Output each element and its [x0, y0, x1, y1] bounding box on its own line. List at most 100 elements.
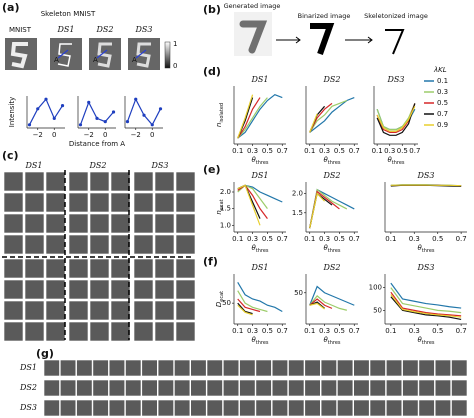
x-tick-label: 0.7: [277, 327, 288, 335]
x-tick-label: 0.5: [432, 235, 443, 243]
sample-image: [385, 359, 403, 377]
sample-image: [337, 399, 354, 417]
x-tick-label: 0.3: [319, 235, 330, 243]
colorbar: [164, 41, 171, 69]
sample-image: [206, 379, 223, 397]
sample-image: [3, 213, 24, 234]
chart-title: DS2: [323, 171, 341, 180]
y-tick-label: 100: [369, 284, 382, 292]
y-tick-label: 50: [222, 299, 231, 307]
legend-label: 0.3: [437, 88, 448, 96]
sample-image: [133, 279, 154, 300]
sample-image: [175, 258, 196, 279]
axis-label: Decat: [215, 291, 225, 307]
sample-image: [369, 399, 386, 417]
series-line: [309, 99, 348, 133]
panel-label: (f): [203, 255, 218, 268]
legend-label: 0.9: [437, 121, 448, 129]
sample-image: [141, 379, 158, 397]
x-tick-label: 0.5: [334, 327, 345, 335]
panel-label: (g): [36, 347, 54, 360]
sample-image: [3, 192, 24, 213]
sample-image: [255, 399, 272, 417]
sample-image: [89, 258, 110, 279]
x-tick-label: 0.5: [262, 327, 273, 335]
sample-image: [43, 399, 60, 417]
series-line: [309, 302, 325, 310]
sample-image: [154, 234, 175, 255]
sample-image: [110, 258, 131, 279]
sample-image: [43, 379, 60, 397]
panel-label: (a): [2, 1, 19, 14]
sample-image: [175, 192, 196, 213]
sample-image: [288, 379, 305, 397]
chart-title: DS3: [417, 171, 435, 180]
sample-image: [385, 399, 403, 417]
sample-image: [89, 171, 110, 192]
digit-stroke: [385, 29, 405, 55]
sample-image: [45, 279, 66, 300]
sample-image: [92, 359, 109, 377]
sample-image: [369, 379, 386, 397]
sample-image: [133, 213, 154, 234]
image-title: DS1: [57, 25, 75, 34]
chart-title: DS1: [251, 75, 269, 84]
profile-line: [96, 49, 108, 59]
x-tick-label: 0.5: [397, 147, 408, 155]
sample-image: [68, 213, 89, 234]
sample-image: [154, 171, 175, 192]
sample-image: [223, 359, 240, 377]
colorbar-tick-label: 1: [173, 40, 177, 48]
series-line: [390, 287, 462, 314]
sample-image: [45, 171, 66, 192]
axis-label-sub: thres: [328, 340, 341, 346]
sample-image: [125, 359, 142, 377]
x-tick-label: 0.3: [247, 147, 258, 155]
colorbar-tick-label: 0: [173, 62, 177, 70]
chart-title: DS1: [251, 263, 269, 272]
x-tick-label: 0.3: [409, 327, 420, 335]
axis-label-main: θ: [251, 244, 256, 252]
step-label: Binarized image: [298, 12, 351, 20]
image-grid: [3, 171, 196, 342]
sample-image: [45, 258, 66, 279]
sample-image: [451, 359, 468, 377]
sample-image: [271, 359, 289, 377]
axis-label: θthres: [251, 156, 268, 166]
x-tick-label: 0.7: [409, 147, 420, 155]
series-line: [309, 192, 326, 229]
sample-image: [154, 321, 175, 342]
x-tick-label: −2: [33, 131, 43, 139]
sample-image: [125, 379, 142, 397]
x-tick-label: 0.7: [349, 235, 360, 243]
axis-label: θthres: [387, 156, 404, 166]
axis-label: necat: [215, 199, 225, 214]
chart-title: DS2: [323, 263, 341, 272]
sample-image: [59, 399, 77, 417]
sample-image: [141, 359, 158, 377]
sample-image: [24, 234, 45, 255]
image-strip: [43, 359, 468, 417]
sample-image: [24, 321, 45, 342]
axis-label: nisolated: [215, 103, 225, 127]
sample-image: [59, 359, 77, 377]
sample-image: [68, 171, 89, 192]
series-line: [237, 304, 253, 316]
series-line: [390, 294, 462, 318]
image-title: Skeleton MNIST: [41, 10, 96, 18]
sample-image: [255, 359, 272, 377]
axis-label-main: θ: [323, 336, 328, 344]
sample-image: [157, 359, 174, 377]
series-line: [237, 94, 254, 139]
chart-title: DS3: [387, 75, 405, 84]
x-tick-label: 0.3: [247, 327, 258, 335]
axis-label-sub: thres: [256, 160, 269, 166]
y-tick-label: 2.0: [292, 190, 303, 198]
axis-label-main: n: [215, 210, 223, 214]
sample-image: [76, 359, 93, 377]
sample-image: [353, 359, 370, 377]
sample-image: [206, 359, 223, 377]
series-line: [237, 298, 261, 313]
column-label: DS2: [89, 161, 107, 170]
axis-label-sub: thres: [256, 248, 269, 254]
